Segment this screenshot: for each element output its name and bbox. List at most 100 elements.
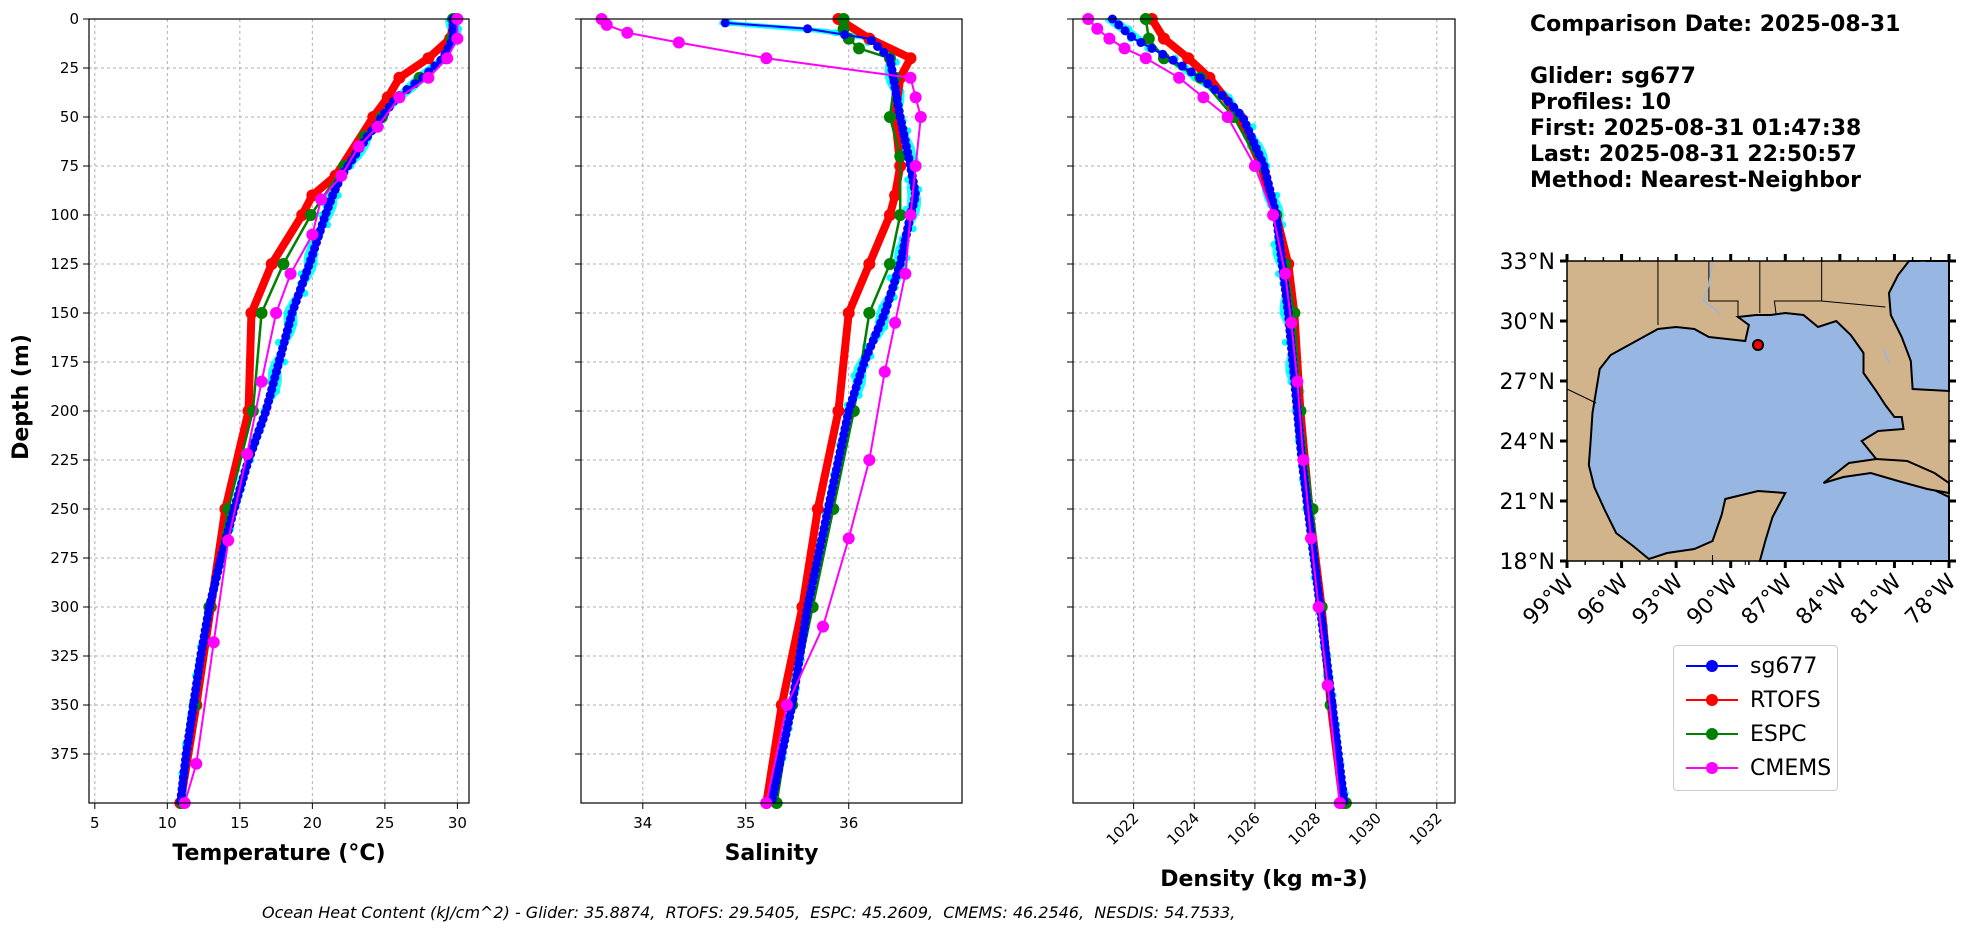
x-tick-label: 1026 xyxy=(1224,809,1264,849)
profile-count: Profiles: 10 xyxy=(1530,90,1672,115)
series-point-cmems xyxy=(1221,111,1234,123)
y-tick-label: 275 xyxy=(50,549,79,567)
series-point-espc xyxy=(1142,32,1155,45)
x-tick-label: 1028 xyxy=(1285,809,1325,849)
series-point-sg677 xyxy=(1136,38,1146,48)
state-border xyxy=(1821,300,1886,308)
series-point-cmems xyxy=(1304,532,1317,545)
series-point-cmems xyxy=(422,71,435,84)
series-point-cmems xyxy=(1285,316,1298,329)
x-tick-label: 36 xyxy=(839,814,858,832)
series-point-rtofs xyxy=(1182,52,1195,65)
x-tick-label: 34 xyxy=(633,814,652,832)
series-point-sg677 xyxy=(1217,90,1227,100)
series-point-sg677 xyxy=(1168,55,1178,65)
y-tick-label: 225 xyxy=(50,451,79,469)
series-point-sg677 xyxy=(1114,20,1124,30)
series-point-cmems xyxy=(1291,375,1304,388)
y-tick-label: 0 xyxy=(69,10,79,28)
series-point-cmems xyxy=(842,532,855,545)
location-map: 33°N 30°N 27°N 24°N 21°N 18°N99°W96°W93°W90°W… xyxy=(1500,250,1962,630)
x-tick-label: 15 xyxy=(230,814,249,832)
series-point-cmems xyxy=(672,36,685,49)
temperature-profile-panel: 0 25 50 75 100 125 150 175 200 225 250 275 300 325 350… xyxy=(50,10,470,866)
series-point-cmems xyxy=(1279,267,1292,280)
y-tick-label: 175 xyxy=(50,353,79,371)
salinity-profile-panel: 34 35 36 Salinity xyxy=(575,13,963,866)
lat-tick-label: 21°N xyxy=(1500,490,1555,515)
x-tick-label: 25 xyxy=(375,814,394,832)
x-tick-label: 35 xyxy=(736,814,755,832)
river-line xyxy=(1882,348,1890,364)
series-line-cmems xyxy=(183,19,459,804)
series-point-espc xyxy=(277,258,290,270)
series-point-cmems xyxy=(889,316,902,329)
density-profile-panel: 1022 1024 1026 1028 1030 1032 Density (kg m-3) xyxy=(1067,13,1456,892)
state-border xyxy=(1773,261,1823,316)
x-tick-label: 5 xyxy=(90,814,100,832)
series-point-rtofs xyxy=(296,209,309,221)
x-tick-label: 1032 xyxy=(1406,809,1446,849)
lat-tick-label: 30°N xyxy=(1500,310,1555,335)
series-point-cmems xyxy=(441,52,454,65)
series-point-cmems xyxy=(284,267,297,280)
x-axis-label: Temperature (°C) xyxy=(172,841,385,866)
legend-item-rtofs: RTOFS xyxy=(1684,685,1821,715)
series-line-espc xyxy=(775,19,902,804)
series-point-cmems xyxy=(1091,22,1104,35)
series-point-cmems xyxy=(335,169,348,182)
y-tick-label: 300 xyxy=(50,598,79,616)
series-point-sg677 xyxy=(1210,85,1220,95)
series-point-cmems xyxy=(878,365,891,378)
x-axis-label: Density (kg m-3) xyxy=(1160,867,1368,892)
series-point-sg677 xyxy=(1223,96,1233,106)
series-point-cmems xyxy=(904,71,917,84)
legend-marker xyxy=(1684,651,1740,681)
series-point-sg677 xyxy=(879,47,889,57)
series-point-cmems xyxy=(255,375,268,388)
series-point-cmems xyxy=(780,699,793,711)
y-tick-label: 75 xyxy=(60,157,79,175)
y-tick-label: 250 xyxy=(50,500,79,518)
series-point-cmems xyxy=(1118,42,1131,55)
series-point-rtofs xyxy=(904,52,917,65)
series-point-sg677 xyxy=(1186,67,1196,77)
series-point-cmems xyxy=(899,267,912,280)
series-point-espc xyxy=(863,307,876,319)
series-line-sg677 xyxy=(725,21,917,804)
lon-tick-label: 81°W xyxy=(1846,569,1907,630)
series-point-sg677 xyxy=(803,24,813,34)
series-point-cmems xyxy=(1267,209,1280,221)
series-point-rtofs xyxy=(265,258,278,270)
lon-tick-label: 87°W xyxy=(1737,569,1798,630)
series-point-rtofs xyxy=(245,307,258,319)
series-point-cmems xyxy=(371,120,384,133)
series-point-rtofs xyxy=(422,52,435,65)
series-point-cmems xyxy=(315,193,328,206)
series-point-sg677 xyxy=(1203,79,1213,89)
lat-tick-label: 18°N xyxy=(1500,550,1555,575)
first-profile-time: First: 2025-08-31 01:47:38 xyxy=(1530,116,1862,141)
y-tick-label: 50 xyxy=(60,108,79,126)
glider-name: Glider: sg677 xyxy=(1530,64,1696,89)
series-point-espc xyxy=(255,307,268,319)
series-point-sg677 xyxy=(840,30,850,40)
series-point-sg677 xyxy=(1158,49,1168,59)
series-point-sg677 xyxy=(866,36,876,46)
series-point-espc xyxy=(883,258,896,270)
lon-tick-label: 96°W xyxy=(1573,569,1634,630)
series-point-cmems xyxy=(222,534,235,547)
series-point-cmems xyxy=(600,18,613,31)
legend: sg677 RTOFS ESPC CMEMS xyxy=(1673,645,1838,791)
x-tick-label: 1030 xyxy=(1345,809,1385,849)
ocean-heat-content-footer: Ocean Heat Content (kJ/cm^2) - Glider: 3… xyxy=(262,903,1236,922)
legend-label: ESPC xyxy=(1750,721,1807,747)
series-point-cmems xyxy=(1173,71,1186,84)
series-point-espc xyxy=(304,209,317,221)
series-point-espc xyxy=(894,150,907,163)
map-frame xyxy=(1566,260,1950,562)
series-point-cmems xyxy=(393,91,406,104)
interpolation-method: Method: Nearest-Neighbor xyxy=(1530,168,1861,193)
series-point-cmems xyxy=(909,91,922,104)
